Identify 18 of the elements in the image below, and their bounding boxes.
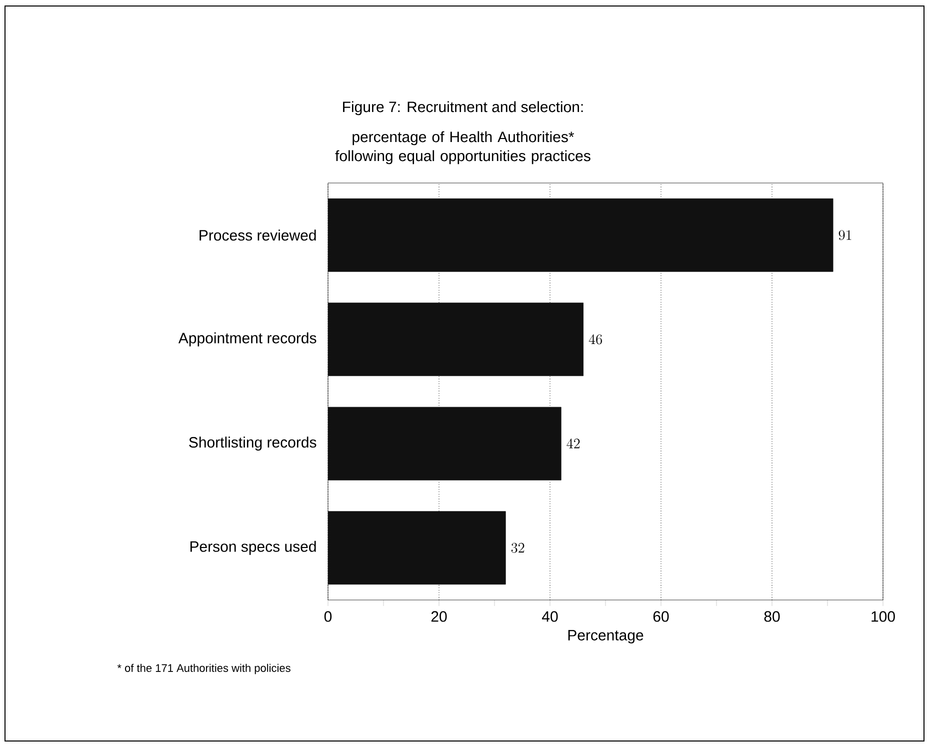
chart-subtitle: percentage of Health Authorities* following equal opportunities practices	[335, 131, 590, 164]
data-label: 32	[511, 542, 524, 553]
x-axis-title: Percentage	[568, 630, 644, 644]
data-label: 91	[838, 230, 852, 240]
x-tick-label: 80	[764, 611, 780, 622]
y-tick-label: Process reviewed	[200, 230, 316, 241]
x-tick-label: 20	[431, 611, 447, 622]
x-tick-label: 100	[872, 611, 895, 622]
text: * of the 171 Authorities with policies	[117, 664, 290, 674]
x-tick-label: 60	[653, 611, 669, 622]
y-tick-label: Appointment records	[178, 332, 316, 346]
x-tick-label: 40	[542, 611, 558, 622]
chart-title: Figure 7: Recruitment and selection:	[343, 101, 583, 116]
x-tick-label: 0	[324, 611, 332, 622]
y-tick-label: Person specs used	[190, 540, 316, 555]
data-label: 46	[588, 334, 602, 344]
y-tick-label: Shortlisting records	[189, 436, 316, 451]
data-label: 42	[566, 438, 580, 448]
